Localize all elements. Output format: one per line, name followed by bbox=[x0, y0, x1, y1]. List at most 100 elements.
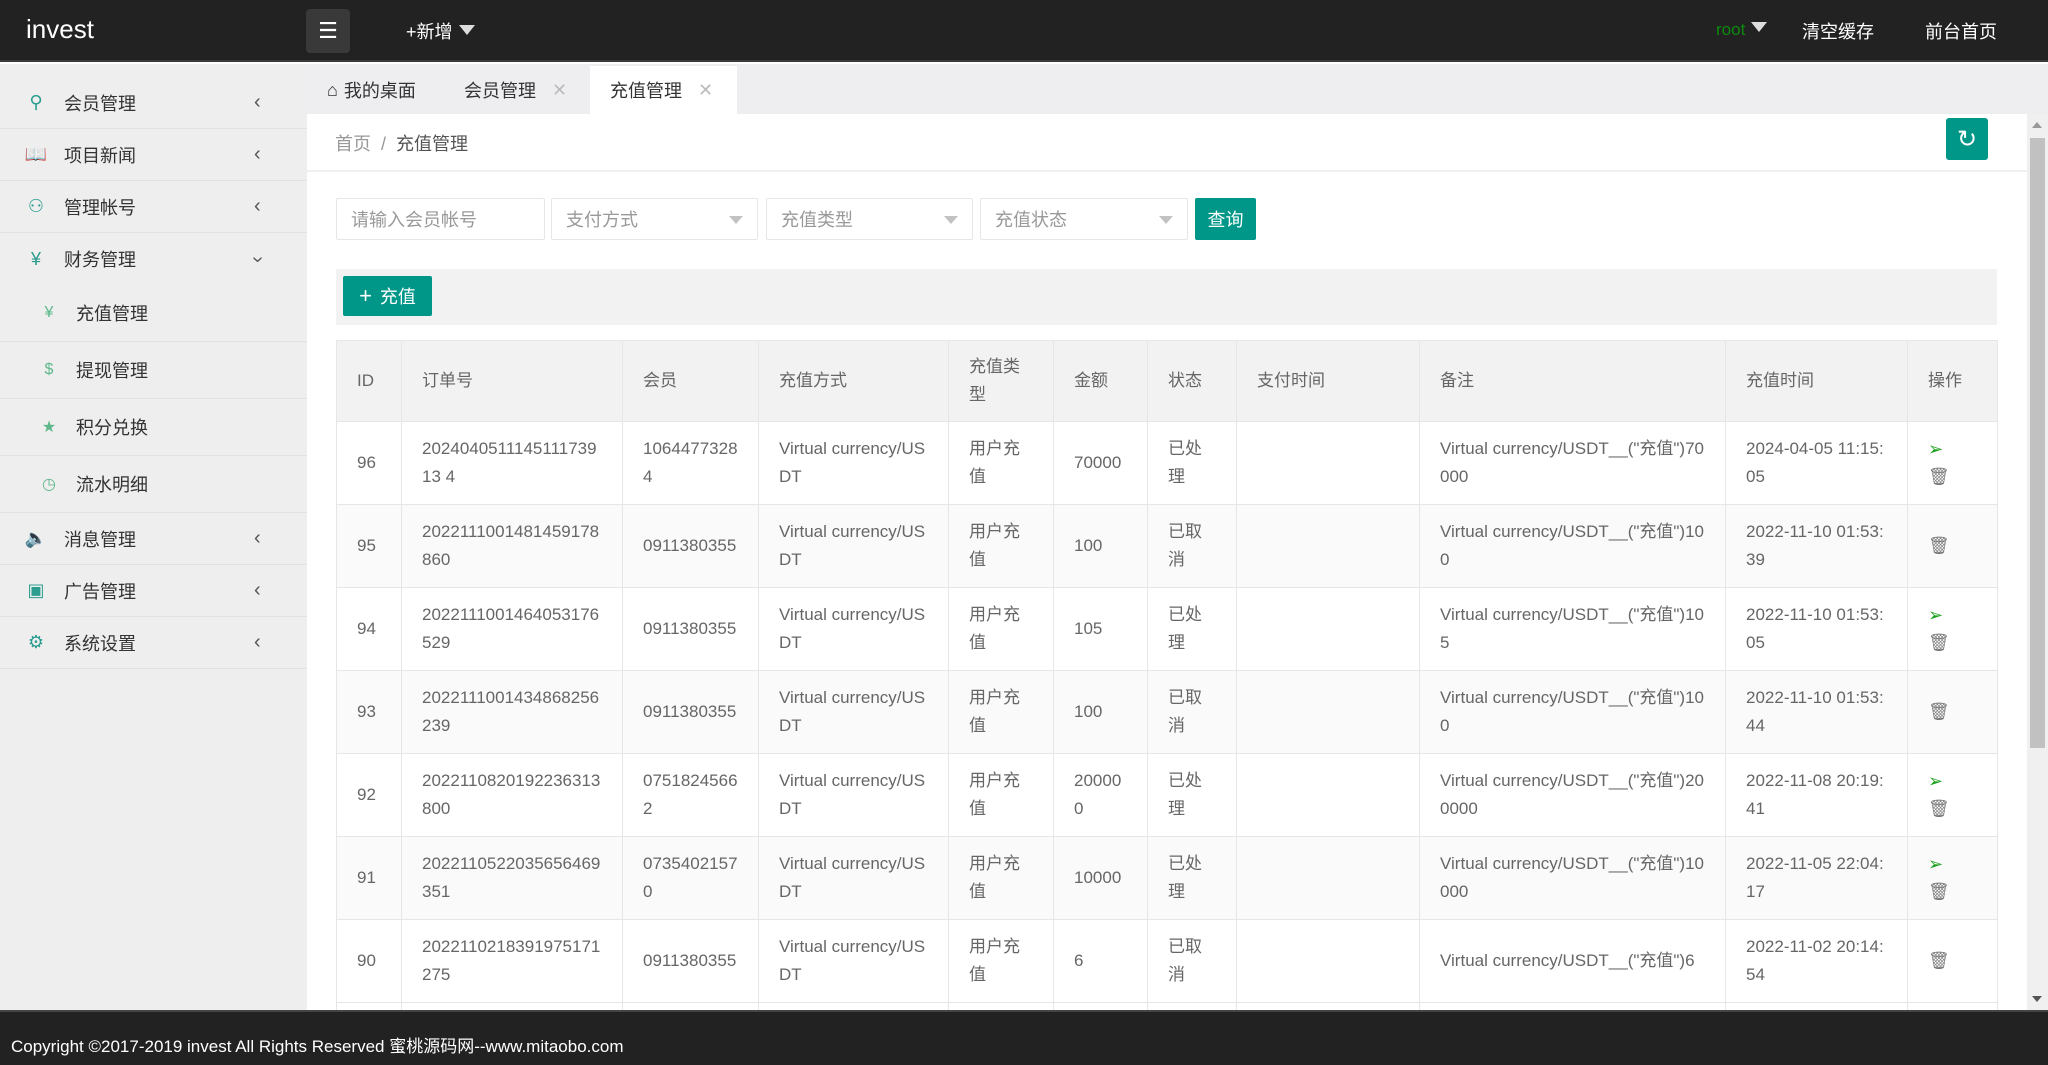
add-recharge-button[interactable]: + 充值 bbox=[343, 276, 432, 316]
trash-icon[interactable]: 🗑 bbox=[1928, 633, 1950, 652]
sidebar-item-settings[interactable]: ⚙ 系统设置 ‹ bbox=[0, 617, 307, 669]
cell-pay-time bbox=[1236, 753, 1420, 837]
sidebar-item-admins[interactable]: ⚇ 管理帐号 ‹ bbox=[0, 181, 307, 233]
scroll-down-arrow-icon[interactable] bbox=[2032, 996, 2042, 1002]
cell-member: 0911380355 bbox=[622, 504, 759, 588]
toolbar: + 充值 bbox=[336, 269, 1997, 325]
sidebar-sub-flow[interactable]: ◷ 流水明细 bbox=[0, 456, 307, 513]
sidebar-item-finance[interactable]: ¥ 财务管理 ‹ bbox=[0, 233, 307, 285]
scroll-up-arrow-icon[interactable] bbox=[2032, 122, 2042, 128]
cell-method: Virtual currency/USDT bbox=[758, 421, 949, 505]
sidebar-item-ads[interactable]: ▣ 广告管理 ‹ bbox=[0, 565, 307, 617]
sidebar-item-messages[interactable]: 🔈 消息管理 ‹ bbox=[0, 513, 307, 565]
table-cell bbox=[622, 1002, 759, 1010]
image-icon: ▣ bbox=[27, 580, 45, 600]
cell-order-no: 2022111001434868256239 bbox=[401, 670, 623, 754]
refresh-button[interactable]: ↻ bbox=[1946, 118, 1988, 160]
sidebar-sub-withdraw[interactable]: $ 提现管理 bbox=[0, 342, 307, 399]
cell-actions: ➢ 🗑 bbox=[1907, 753, 1998, 837]
send-icon[interactable]: ➢ bbox=[1928, 771, 1944, 791]
add-new-dropdown[interactable]: +新增 bbox=[406, 18, 475, 44]
divider bbox=[307, 170, 2027, 172]
trash-icon[interactable]: 🗑 bbox=[1928, 702, 1950, 721]
cell-id: 91 bbox=[336, 836, 402, 920]
chevron-left-icon: ‹ bbox=[254, 631, 261, 653]
query-button[interactable]: 查询 bbox=[1195, 198, 1256, 240]
cell-status: 已处理 bbox=[1147, 836, 1237, 920]
sidebar-item-label: 管理帐号 bbox=[64, 197, 136, 218]
tab-label: 我的桌面 bbox=[343, 81, 416, 101]
trash-icon[interactable]: 🗑 bbox=[1928, 882, 1950, 901]
cell-member: 0911380355 bbox=[622, 919, 759, 1003]
cell-id: 95 bbox=[336, 504, 402, 588]
menu-toggle-button[interactable]: ☰ bbox=[306, 9, 350, 53]
cell-note: Virtual currency/USDT__("充值")6 bbox=[1419, 919, 1726, 1003]
sidebar-item-members[interactable]: ⚲ 会员管理 ‹ bbox=[0, 77, 307, 129]
sidebar-item-label: 广告管理 bbox=[64, 581, 136, 602]
cell-pay-time bbox=[1236, 421, 1420, 505]
star-icon: ★ bbox=[41, 419, 57, 436]
member-account-input[interactable]: 请输入会员帐号 bbox=[336, 198, 545, 240]
sidebar-item-label: 消息管理 bbox=[64, 529, 136, 550]
sidebar: ⚲ 会员管理 ‹ 📖 项目新闻 ‹ ⚇ 管理帐号 ‹ ¥ 财务管理 ‹ ¥ 充值管理 $ 提现管理 … bbox=[0, 64, 307, 1010]
gear-icon: ⚙ bbox=[27, 632, 45, 652]
scrollbar-thumb[interactable] bbox=[2030, 138, 2045, 748]
cell-amount: 200000 bbox=[1053, 753, 1148, 837]
cell-actions: ➢ 🗑 bbox=[1907, 836, 1998, 920]
caret-down-icon bbox=[458, 25, 475, 35]
column-header: ID bbox=[336, 340, 402, 422]
sidebar-item-label: 财务管理 bbox=[64, 250, 136, 270]
cell-member: 10644773284 bbox=[622, 421, 759, 505]
column-header: 充值时间 bbox=[1725, 340, 1908, 422]
cell-recharge-time: 2022-11-02 20:14:54 bbox=[1725, 919, 1908, 1003]
front-home-link[interactable]: 前台首页 bbox=[1925, 22, 1997, 42]
column-header: 状态 bbox=[1147, 340, 1237, 422]
close-icon[interactable]: ✕ bbox=[698, 79, 714, 100]
table-cell bbox=[1907, 1002, 1998, 1010]
table-row bbox=[336, 1002, 1998, 1010]
cell-method: Virtual currency/USDT bbox=[758, 587, 949, 671]
sidebar-item-label: 积分兑换 bbox=[76, 418, 148, 438]
pay-method-select[interactable]: 支付方式 bbox=[551, 198, 758, 240]
send-icon[interactable]: ➢ bbox=[1928, 439, 1944, 459]
vertical-scrollbar[interactable] bbox=[2027, 114, 2048, 1010]
column-header: 金额 bbox=[1053, 340, 1148, 422]
send-icon[interactable]: ➢ bbox=[1928, 854, 1944, 874]
cell-type: 用户充值 bbox=[948, 919, 1054, 1003]
tab-desktop[interactable]: ⌂ 我的桌面 bbox=[327, 66, 416, 114]
cell-amount: 105 bbox=[1053, 587, 1148, 671]
user-menu[interactable]: root bbox=[1716, 20, 1768, 40]
recharge-status-select[interactable]: 充值状态 bbox=[980, 198, 1188, 240]
sidebar-sub-points[interactable]: ★ 积分兑换 bbox=[0, 399, 307, 456]
trash-icon[interactable]: 🗑 bbox=[1928, 799, 1950, 818]
cell-recharge-time: 2022-11-08 20:19:41 bbox=[1725, 753, 1908, 837]
trash-icon[interactable]: 🗑 bbox=[1928, 467, 1950, 486]
sidebar-sub-recharge[interactable]: ¥ 充值管理 bbox=[0, 285, 307, 342]
copyright-text: Copyright ©2017-2019 invest All Rights R… bbox=[11, 1037, 624, 1056]
breadcrumb-home[interactable]: 首页 bbox=[335, 134, 371, 154]
cell-id: 94 bbox=[336, 587, 402, 671]
sidebar-item-news[interactable]: 📖 项目新闻 ‹ bbox=[0, 129, 307, 181]
chevron-left-icon: ‹ bbox=[254, 579, 261, 601]
cell-actions: 🗑 bbox=[1907, 504, 1998, 588]
recharge-type-select[interactable]: 充值类型 bbox=[766, 198, 973, 240]
column-header: 充值方式 bbox=[758, 340, 949, 422]
cell-order-no: 2022110522035656469351 bbox=[401, 836, 623, 920]
send-icon[interactable]: ➢ bbox=[1928, 605, 1944, 625]
book-icon: 📖 bbox=[24, 144, 48, 164]
cell-type: 用户充值 bbox=[948, 587, 1054, 671]
close-icon[interactable]: ✕ bbox=[552, 79, 568, 100]
cell-id: 92 bbox=[336, 753, 402, 837]
trash-icon[interactable]: 🗑 bbox=[1928, 536, 1950, 555]
tab-recharge[interactable]: 充值管理 ✕ bbox=[590, 66, 738, 114]
clear-cache-link[interactable]: 清空缓存 bbox=[1802, 22, 1874, 42]
tab-members[interactable]: 会员管理 ✕ bbox=[464, 66, 567, 114]
trash-icon[interactable]: 🗑 bbox=[1928, 951, 1950, 970]
cell-amount: 70000 bbox=[1053, 421, 1148, 505]
table-row: 96 202404051114511173913 4 10644773284 Virt… bbox=[336, 421, 1998, 505]
cell-recharge-time: 2022-11-10 01:53:39 bbox=[1725, 504, 1908, 588]
column-header: 订单号 bbox=[401, 340, 623, 422]
cell-id: 90 bbox=[336, 919, 402, 1003]
cell-status: 已取消 bbox=[1147, 504, 1237, 588]
recharge-table: ID 订单号 会员 充值方式 充值类型 金额 状态 支付时间 备注 充值时间 操作 96 202404… bbox=[336, 340, 1998, 1010]
